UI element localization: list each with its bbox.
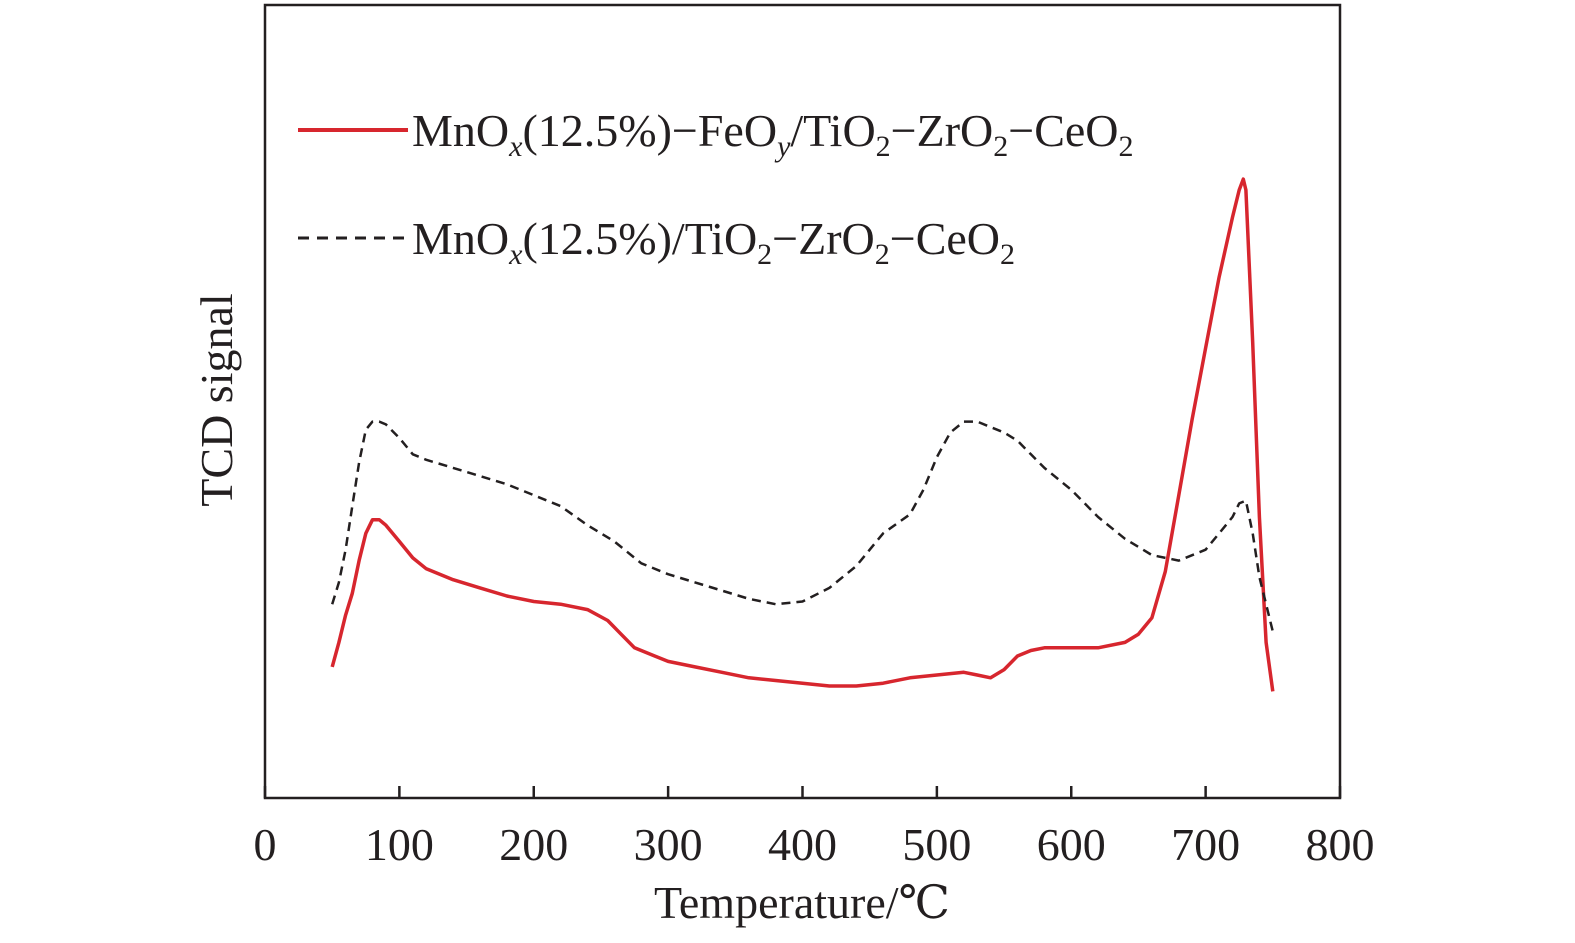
x-tick-label-800: 800	[1306, 819, 1375, 870]
series-line-2	[331, 420, 1275, 632]
series-layer	[330, 177, 1275, 692]
legend: MnOx(12.5%)−FeOy/TiO2−ZrO2−CeO2 MnOx(12.…	[298, 105, 1134, 271]
x-tick-label-100: 100	[365, 819, 434, 870]
x-tick-label-700: 700	[1171, 819, 1240, 870]
x-tick-label-400: 400	[768, 819, 837, 870]
x-axis: 0 100 200 300 400 500 600 700 800	[254, 786, 1375, 870]
x-tick-label-300: 300	[634, 819, 703, 870]
x-tick-label-200: 200	[499, 819, 568, 870]
legend-label-series-2: MnOx(12.5%)/TiO2−ZrO2−CeO2	[412, 213, 1015, 271]
x-tick-label-500: 500	[902, 819, 971, 870]
x-tick-label-0: 0	[254, 819, 277, 870]
series-line-1	[330, 177, 1275, 692]
legend-label-series-1: MnOx(12.5%)−FeOy/TiO2−ZrO2−CeO2	[412, 105, 1134, 163]
y-axis-label: TCD signal	[191, 293, 242, 506]
x-tick-label-600: 600	[1037, 819, 1106, 870]
x-axis-label: Temperature/℃	[654, 877, 950, 928]
